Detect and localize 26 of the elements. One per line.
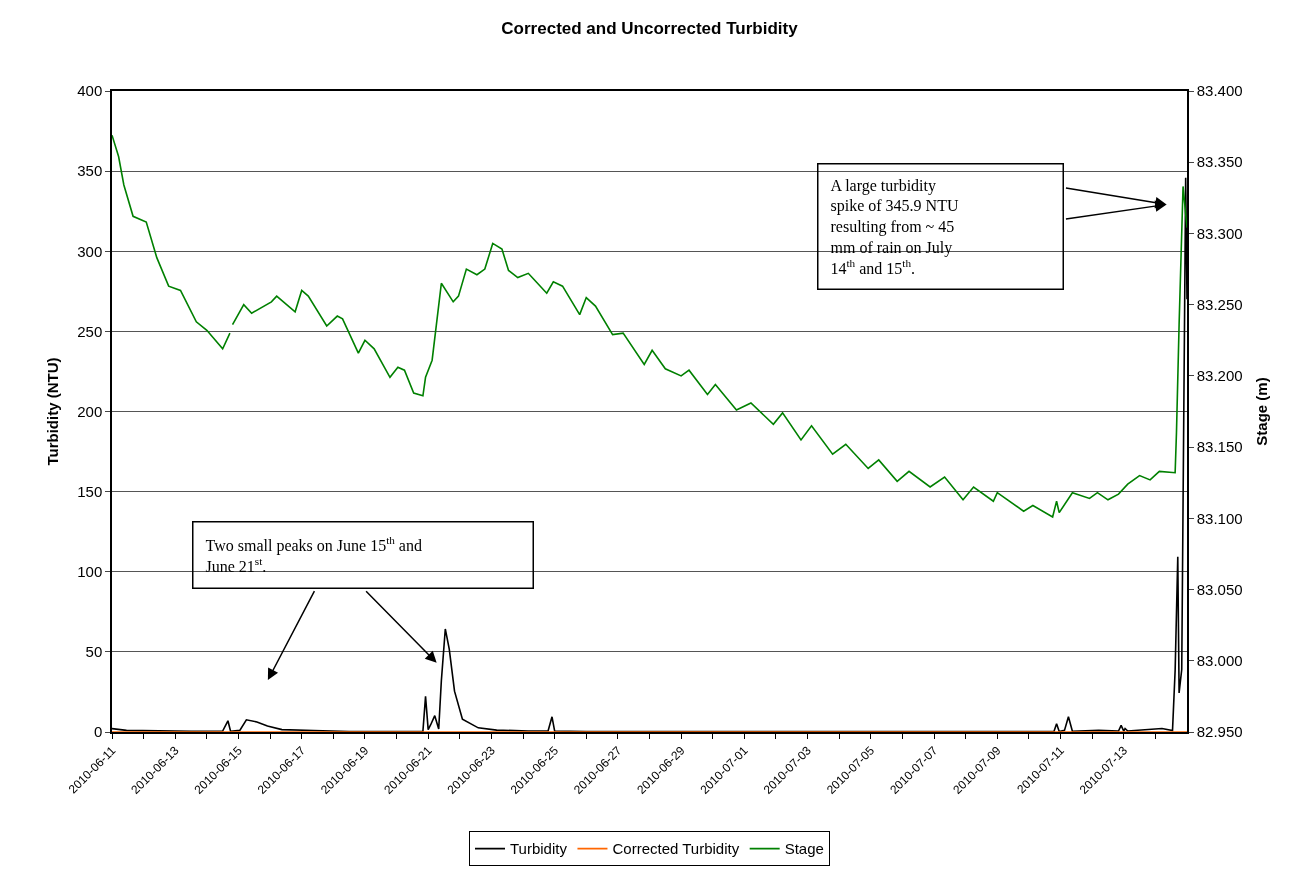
legend-label: Turbidity [510, 840, 568, 858]
y2-tick-label: 83.400 [1196, 82, 1243, 100]
y-tick-label: 150 [77, 482, 103, 500]
y-tick-label: 350 [77, 162, 103, 180]
text: Two small peaks on June 15$^{th}$ and June 21$^{st}$. [205, 534, 422, 576]
y-tick-label: 250 [77, 322, 103, 340]
y-axis-title: Turbidity (NTU) [43, 357, 61, 466]
legend-label: Stage [784, 840, 824, 858]
y2-tick-label: 83.150 [1196, 438, 1243, 456]
y-tick-label: 50 [85, 643, 103, 661]
y2-tick-label: 83.100 [1196, 509, 1243, 527]
y2-tick-label: 83.300 [1196, 224, 1243, 242]
chart-title: Corrected and Uncorrected Turbidity [501, 18, 799, 38]
y-tick-label: 200 [77, 402, 103, 420]
y-tick-label: 100 [77, 563, 103, 580]
y2-axis-title: Stage (m) [1253, 377, 1271, 446]
y-tick-label: 0 [93, 723, 103, 741]
y2-tick-label: 83.000 [1196, 652, 1243, 670]
y2-tick-label: 83.050 [1196, 580, 1243, 598]
legend-label: Corrected Turbidity [612, 840, 740, 858]
y2-tick-label: 82.950 [1196, 723, 1243, 741]
y2-tick-label: 83.250 [1196, 295, 1243, 313]
y-tick-label: 300 [77, 242, 103, 260]
y2-tick-label: 83.200 [1196, 367, 1243, 385]
y-tick-label: 400 [77, 82, 103, 100]
y2-tick-label: 83.350 [1196, 153, 1243, 171]
